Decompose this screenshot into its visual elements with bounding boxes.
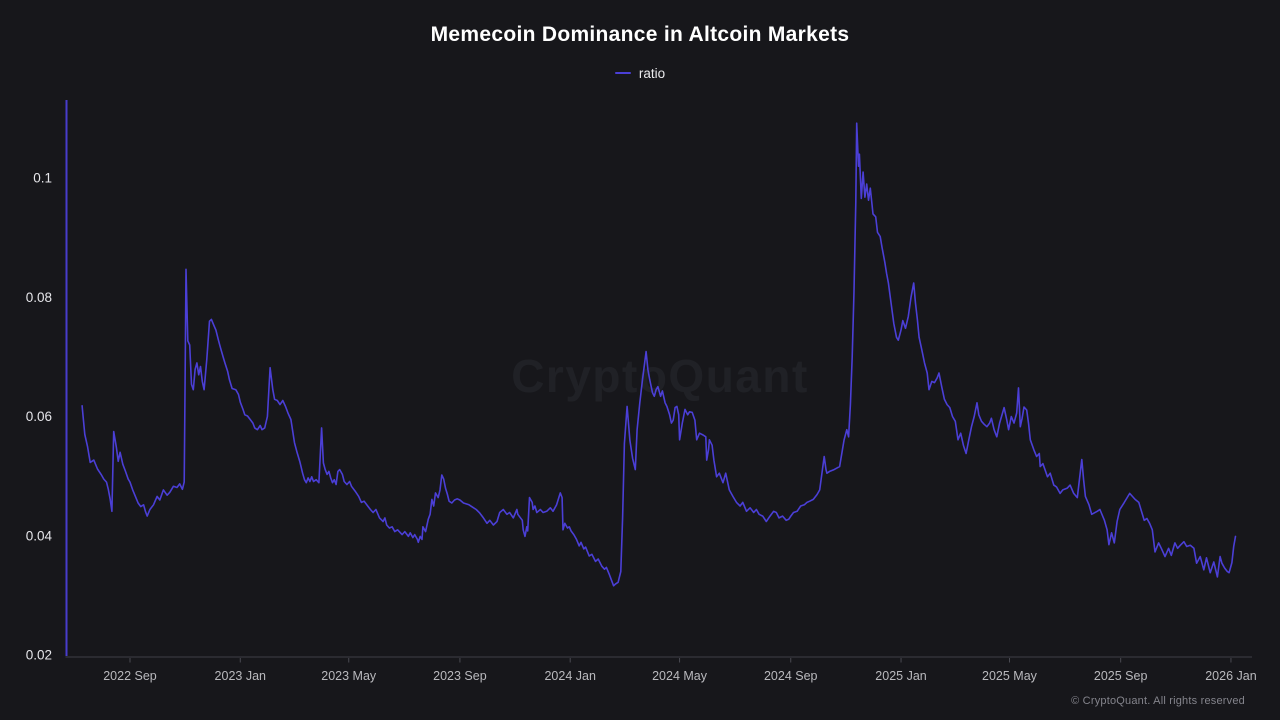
x-tick-label: 2023 Jan <box>215 669 266 683</box>
x-tick-label: 2024 Sep <box>764 669 818 683</box>
x-tick-label: 2024 Jan <box>544 669 595 683</box>
x-tick-label: 2023 Sep <box>433 669 487 683</box>
x-tick-label: 2023 May <box>321 669 377 683</box>
x-tick-label: 2025 Sep <box>1094 669 1148 683</box>
x-tick-label: 2024 May <box>652 669 708 683</box>
x-tick-label: 2022 Sep <box>103 669 157 683</box>
y-tick-label: 0.1 <box>33 171 52 186</box>
legend: ratio <box>0 64 1280 82</box>
legend-series-label: ratio <box>638 65 666 81</box>
y-tick-label: 0.08 <box>26 290 52 305</box>
y-tick-label: 0.06 <box>26 409 52 424</box>
ratio-series-line <box>81 122 1237 587</box>
chart-title: Memecoin Dominance in Altcoin Markets <box>430 23 850 46</box>
y-tick-label: 0.02 <box>26 648 52 663</box>
legend-line-swatch <box>614 72 631 74</box>
x-tick-label: 2026 Jan <box>1205 669 1256 683</box>
x-tick-label: 2025 Jan <box>875 669 926 683</box>
copyright-notice: © CryptoQuant. All rights reserved <box>1071 695 1245 707</box>
x-tick-label: 2025 May <box>982 669 1038 683</box>
y-tick-label: 0.04 <box>26 528 53 543</box>
